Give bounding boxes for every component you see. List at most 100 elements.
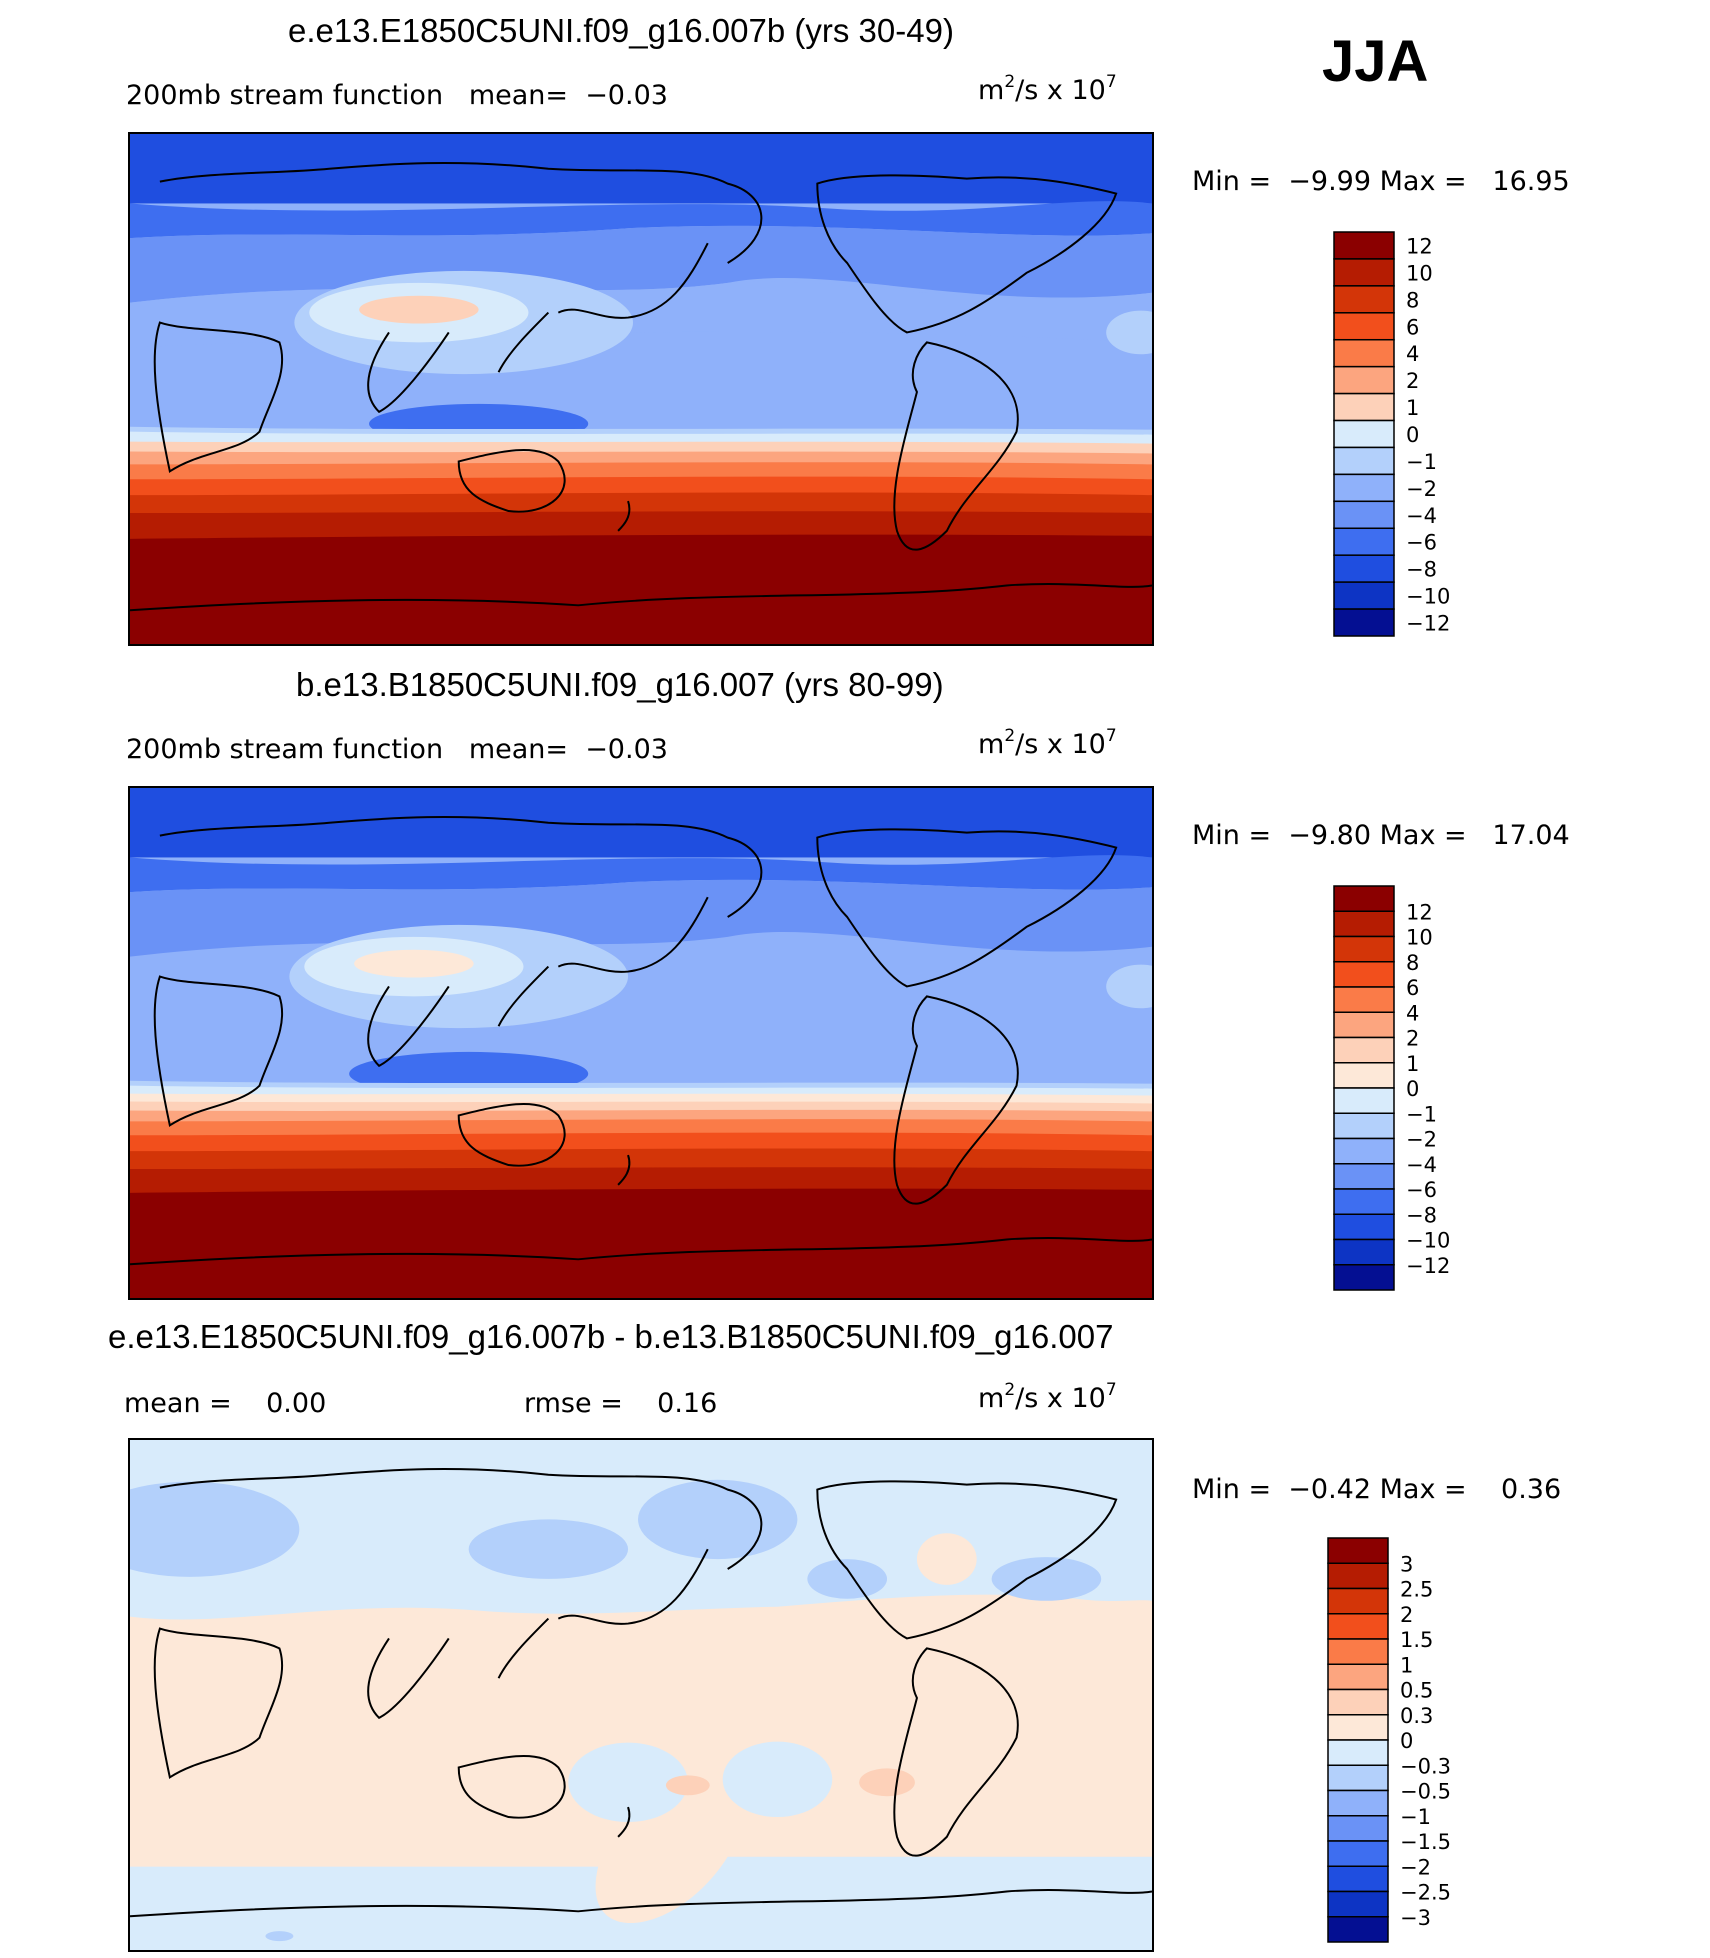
- colorbar-tick-label: 0.3: [1400, 1704, 1433, 1728]
- colorbar-swatch: [1327, 1916, 1389, 1943]
- colorbar-tick-label: −3: [1400, 1906, 1431, 1930]
- colorbar-swatch: [1327, 1714, 1389, 1741]
- colorbar-swatch: [1327, 1663, 1389, 1691]
- colorbar-tick-label: 4: [1406, 1001, 1419, 1025]
- colorbar-tick-label: 12: [1406, 234, 1433, 258]
- colorbar-tick-label: 2: [1406, 369, 1419, 393]
- map-diff: [128, 1438, 1154, 1952]
- colorbar-tick-label: −0.3: [1400, 1754, 1451, 1778]
- colorbar-tick-label: 2: [1400, 1603, 1413, 1627]
- colorbar-tick-label: −2: [1406, 477, 1437, 501]
- colorbar-swatch: [1333, 419, 1395, 449]
- colorbar-tick-label: 8: [1406, 951, 1419, 975]
- colorbar-tick-label: −2.5: [1400, 1881, 1451, 1905]
- colorbar-tick-label: 3: [1400, 1552, 1413, 1576]
- colorbar-swatch: [1333, 961, 1395, 988]
- colorbar-swatch: [1327, 1688, 1389, 1716]
- colorbar-tick-label: −6: [1406, 531, 1437, 555]
- colorbar-tick-label: 12: [1406, 900, 1433, 924]
- colorbar-swatch: [1333, 1036, 1395, 1064]
- units-label-top: m2/s x 107: [978, 72, 1117, 106]
- colorbar-swatch: [1333, 986, 1395, 1013]
- colorbar-swatch: [1333, 1188, 1395, 1215]
- colorbar-tick-label: 8: [1406, 288, 1419, 312]
- colorbar-swatch: [1327, 1764, 1389, 1792]
- colorbar-swatch: [1333, 910, 1395, 938]
- colorbar-swatch: [1333, 1062, 1395, 1089]
- colorbar-swatch: [1327, 1562, 1389, 1590]
- panel-variable-label-middle: 200mb stream function mean= −0.03: [126, 734, 668, 765]
- panel-title-diff: e.e13.E1850C5UNI.f09_g16.007b - b.e13.B1…: [108, 1318, 1114, 1355]
- colorbar-tick-label: −8: [1406, 558, 1437, 582]
- colorbar-tick-label: 10: [1406, 926, 1433, 950]
- colorbar-tick-label: −4: [1406, 504, 1437, 528]
- colorbar-swatch: [1327, 1840, 1389, 1867]
- colorbar-tick-label: −12: [1406, 612, 1450, 636]
- panel-mean-label-diff: mean = 0.00: [124, 1388, 327, 1419]
- colorbar-swatch: [1327, 1638, 1389, 1665]
- colorbar-swatch: [1333, 338, 1395, 368]
- colorbar-tick-label: 0: [1406, 423, 1419, 447]
- colorbar-swatch: [1333, 1112, 1395, 1140]
- colorbar-swatch: [1333, 1087, 1395, 1114]
- map-middle: [128, 786, 1154, 1300]
- colorbar-tick-label: −0.5: [1400, 1780, 1451, 1804]
- colorbar-swatch: [1333, 231, 1395, 260]
- colorbar-swatch: [1327, 1890, 1389, 1918]
- units-label-diff: m2/s x 107: [978, 1380, 1117, 1414]
- colorbar-swatch: [1333, 1137, 1395, 1165]
- colorbar-swatch: [1333, 885, 1395, 912]
- colorbar-swatch: [1333, 285, 1395, 314]
- colorbar-swatch: [1333, 365, 1395, 395]
- colorbar-tick-label: −12: [1406, 1254, 1450, 1278]
- colorbar-tick-label: −1.5: [1400, 1830, 1451, 1854]
- colorbar-tick-label: −6: [1406, 1178, 1437, 1202]
- colorbar-tick-label: 1.5: [1400, 1628, 1433, 1652]
- colorbar-diff: 3 2.5 2 1.5 1 0.5 0.3 0 −0.3 −0.5 −1 −1.5 −2 −2.5 −3: [1324, 1536, 1494, 1948]
- colorbar-tick-label: −10: [1406, 585, 1450, 609]
- colorbar-tick-label: 0: [1400, 1729, 1413, 1753]
- colorbar-tick-label: −1: [1400, 1805, 1431, 1829]
- colorbar-tick-label: 10: [1406, 261, 1433, 285]
- panel-rmse-label-diff: rmse = 0.16: [524, 1388, 718, 1419]
- mean-value: −0.03: [585, 734, 668, 765]
- colorbar-swatch: [1327, 1613, 1389, 1640]
- colorbar-top: 12 10 8 6 4 2 1 0 −1 −2 −4 −6 −8 −10 −12: [1330, 230, 1490, 640]
- colorbar-tick-label: −1: [1406, 1102, 1437, 1126]
- colorbar-swatch: [1333, 473, 1395, 503]
- colorbar-swatch: [1333, 1264, 1395, 1291]
- map-top: [128, 132, 1154, 646]
- colorbar-swatch: [1333, 312, 1395, 341]
- colorbar-tick-label: 1: [1406, 396, 1419, 420]
- colorbar-tick-label: 1: [1400, 1653, 1413, 1677]
- rmse-value: 0.16: [657, 1388, 718, 1419]
- colorbar-tick-label: 6: [1406, 315, 1419, 339]
- colorbar-swatch: [1333, 608, 1395, 637]
- colorbar-swatch: [1327, 1815, 1389, 1842]
- colorbar-tick-label: −4: [1406, 1153, 1437, 1177]
- colorbar-tick-label: −1: [1406, 450, 1437, 474]
- colorbar-tick-label: 6: [1406, 976, 1419, 1000]
- colorbar-middle: 12 10 8 6 4 2 1 0 −1 −2 −4 −6 −8 −10 −12: [1330, 884, 1490, 1294]
- colorbar-swatch: [1333, 527, 1395, 556]
- colorbar-tick-label: −10: [1406, 1229, 1450, 1253]
- units-label-middle: m2/s x 107: [978, 726, 1117, 760]
- colorbar-tick-label: −8: [1406, 1203, 1437, 1227]
- colorbar-swatch: [1327, 1587, 1389, 1615]
- colorbar-tick-label: −2: [1400, 1855, 1431, 1879]
- mean-value: 0.00: [266, 1388, 327, 1419]
- panel-variable-label-top: 200mb stream function mean= −0.03: [126, 80, 668, 111]
- colorbar-swatch: [1333, 446, 1395, 476]
- colorbar-tick-label: 0: [1406, 1077, 1419, 1101]
- colorbar-tick-label: 2: [1406, 1027, 1419, 1051]
- season-label: JJA: [1322, 29, 1429, 94]
- colorbar-swatch: [1333, 1011, 1395, 1039]
- colorbar-swatch: [1333, 500, 1395, 530]
- colorbar-tick-label: 1: [1406, 1052, 1419, 1076]
- colorbar-tick-label: 0.5: [1400, 1679, 1433, 1703]
- colorbar-swatch: [1333, 1163, 1395, 1190]
- colorbar-swatch: [1333, 935, 1395, 963]
- colorbar-tick-label: 4: [1406, 342, 1419, 366]
- colorbar-swatch: [1333, 258, 1395, 287]
- colorbar-tick-label: 2.5: [1400, 1578, 1433, 1602]
